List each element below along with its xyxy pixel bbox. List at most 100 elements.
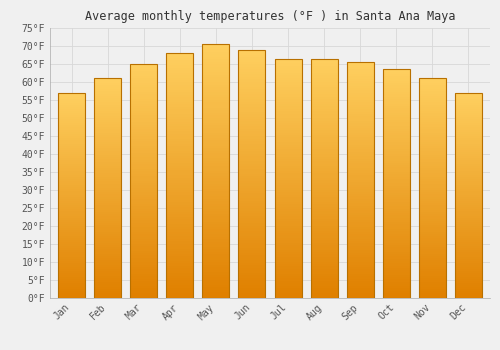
Bar (274, 70, 301, 73)
Bar (238, 233, 266, 236)
Bar (274, 140, 301, 142)
Bar (238, 107, 266, 109)
Bar (166, 119, 194, 121)
Bar (310, 190, 338, 192)
Bar (166, 193, 194, 195)
Bar (238, 243, 266, 245)
Bar (310, 214, 338, 216)
Bar (419, 236, 446, 238)
Bar (202, 173, 230, 176)
Bar (382, 154, 410, 156)
Bar (166, 65, 194, 68)
Bar (202, 209, 230, 211)
Bar (202, 181, 230, 183)
Bar (202, 267, 230, 270)
Bar (202, 70, 230, 72)
Bar (130, 64, 158, 298)
Bar (202, 199, 230, 201)
Bar (202, 232, 230, 234)
Bar (419, 275, 446, 278)
Bar (130, 178, 158, 181)
Bar (58, 293, 85, 295)
Bar (419, 249, 446, 251)
Bar (166, 148, 194, 151)
Bar (419, 273, 446, 275)
Bar (274, 135, 301, 138)
Bar (166, 190, 194, 192)
Bar (94, 289, 121, 291)
Bar (130, 276, 158, 279)
Bar (274, 133, 301, 135)
Bar (382, 110, 410, 113)
Bar (130, 115, 158, 118)
Bar (238, 84, 266, 87)
Bar (455, 218, 482, 220)
Bar (346, 95, 374, 97)
Bar (58, 185, 85, 187)
Bar (202, 67, 230, 70)
Bar (455, 95, 482, 97)
Bar (130, 141, 158, 144)
Bar (346, 163, 374, 166)
Bar (419, 219, 446, 221)
Bar (419, 251, 446, 254)
Bar (274, 125, 301, 128)
Bar (238, 265, 266, 268)
Bar (274, 75, 301, 78)
Bar (310, 123, 338, 125)
Bar (382, 279, 410, 281)
Bar (238, 293, 266, 295)
Bar (455, 226, 482, 228)
Bar (455, 93, 482, 95)
Bar (58, 130, 85, 132)
Bar (419, 271, 446, 273)
Bar (238, 275, 266, 278)
Bar (346, 196, 374, 199)
Bar (455, 146, 482, 148)
Bar (238, 218, 266, 220)
Bar (166, 215, 194, 217)
Bar (58, 146, 85, 148)
Bar (346, 140, 374, 142)
Bar (274, 118, 301, 121)
Bar (130, 155, 158, 158)
Bar (166, 275, 194, 278)
Bar (310, 102, 338, 104)
Bar (202, 282, 230, 285)
Bar (130, 130, 158, 132)
Bar (455, 287, 482, 289)
Bar (455, 259, 482, 261)
Bar (310, 276, 338, 278)
Bar (202, 135, 230, 138)
Bar (455, 230, 482, 232)
Bar (166, 293, 194, 295)
Bar (130, 66, 158, 69)
Bar (202, 196, 230, 199)
Bar (94, 223, 121, 225)
Bar (382, 272, 410, 275)
Bar (310, 219, 338, 221)
Bar (310, 207, 338, 209)
Bar (166, 207, 194, 210)
Bar (238, 238, 266, 240)
Bar (130, 220, 158, 223)
Bar (310, 257, 338, 259)
Bar (382, 233, 410, 236)
Bar (455, 222, 482, 224)
Bar (274, 223, 301, 226)
Bar (202, 191, 230, 194)
Bar (274, 104, 301, 106)
Bar (238, 72, 266, 74)
Bar (94, 186, 121, 188)
Bar (382, 213, 410, 215)
Bar (419, 230, 446, 232)
Bar (238, 183, 266, 186)
Bar (94, 170, 121, 173)
Bar (166, 217, 194, 219)
Bar (419, 113, 446, 116)
Bar (310, 161, 338, 164)
Bar (346, 135, 374, 138)
Bar (238, 282, 266, 285)
Bar (346, 284, 374, 286)
Bar (130, 223, 158, 225)
